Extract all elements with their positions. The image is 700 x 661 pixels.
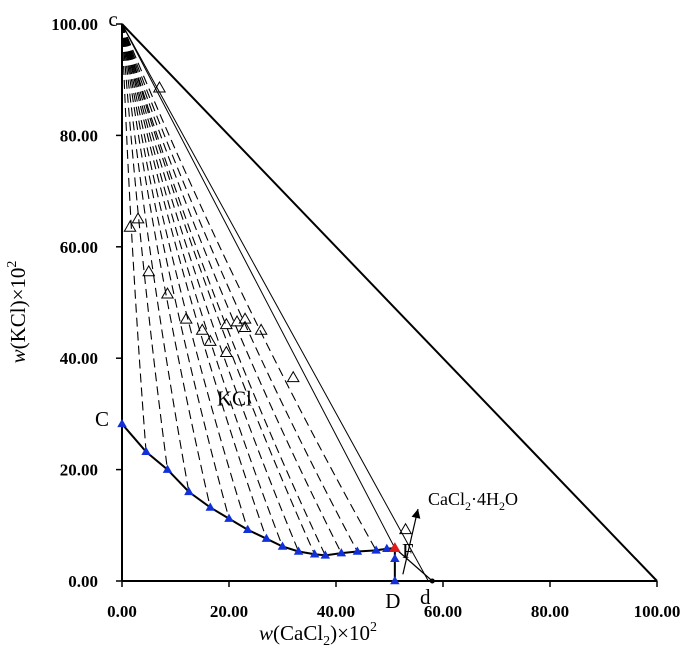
tie-line [121,23,211,508]
wet-residue-point [123,220,137,232]
x-tick-label: 0.00 [107,602,137,621]
phase-label-cacl2-4h2o: CaCl2·4H2O [428,489,518,513]
wet-residue-point [142,264,156,277]
x-tick-label: 20.00 [210,602,248,621]
y-axis-label: w(KCl)×102 [5,261,30,364]
wet-residue-point [254,323,268,335]
tie-line [121,23,300,552]
wet-residue-point [203,334,217,346]
wet-residue-point [286,370,300,383]
solution-point [242,524,253,534]
point-label-C: C [95,407,109,431]
hypotenuse-line [121,23,658,582]
solution-point [382,543,392,552]
wet-residue-point [238,320,252,332]
tie-line [121,23,267,539]
solution-point [162,464,173,473]
invariant-point-F [389,542,401,553]
wet-residue-points [123,81,413,535]
point-labels: c C D dF [95,7,431,613]
x-tick-label: 100.00 [634,602,681,621]
point-label-F: F [402,539,414,563]
solution-point [224,513,234,522]
solution-point [277,541,288,550]
point-label-D: D [385,589,400,613]
y-tick-label: 0.00 [68,572,98,591]
wet-residue-point [131,211,145,224]
wet-residue-point [398,522,413,535]
y-tick-label: 40.00 [60,349,98,368]
wet-residue-point [152,81,167,93]
point-label-d: d [420,585,431,609]
solution-point [141,446,151,456]
wet-residue-point [160,287,175,299]
solution-point [205,502,216,511]
solution-point [336,548,347,557]
solution-point [117,418,127,428]
y-tick-label: 60.00 [60,238,98,257]
x-tick-label: 80.00 [531,602,569,621]
wet-residue-point [179,312,193,324]
solution-point [320,550,331,559]
tie-line [121,23,190,492]
tie-line [121,23,316,555]
tie-line [121,23,284,547]
annotation-arrow-line [402,508,419,575]
y-tick-label: 80.00 [60,126,98,145]
x-axis-label: w(CaCl2)×102 [259,620,377,649]
solution-point [293,546,304,555]
boundary-lines [121,23,658,584]
solution-point [261,533,272,542]
x-tick-label: 40.00 [317,602,355,621]
solution-point [390,553,400,562]
solubility-curve [121,423,396,581]
axis-ticks: 0.00 20.00 40.00 60.00 80.00 100.00 0.00 20.00 4… [51,15,680,621]
solution-point [371,545,381,554]
y-tick-label: 100.00 [51,15,98,34]
solution-points [117,418,401,585]
wet-residue-point [219,317,233,330]
wet-residue-point [230,314,244,327]
solution-point [390,576,400,585]
curve-C-F [121,423,395,557]
solution-point [309,549,320,558]
tie-line-c-d [121,23,429,582]
tie-line [121,23,147,452]
tie-line [121,23,342,554]
tie-line [121,23,249,530]
line-F-d [394,547,433,582]
tie-line [121,23,230,519]
solution-point [352,546,363,555]
tie-line-c-F [121,23,396,549]
wet-residue-point [219,345,233,358]
point-label-c: c [108,7,117,31]
region-label-kcl: KCl [217,387,252,411]
tie-line [121,23,169,470]
tie-line [121,23,358,552]
solution-point [184,486,194,496]
annotation-arrow-head [411,509,421,519]
tie-line [121,23,377,551]
y-tick-label: 20.00 [60,461,98,480]
wet-residue-point [238,312,252,324]
wet-residue-point [195,323,209,335]
tie-lines [121,23,377,556]
x-tick-label: 60.00 [424,602,462,621]
tie-line [121,23,326,556]
point-d [429,578,435,584]
